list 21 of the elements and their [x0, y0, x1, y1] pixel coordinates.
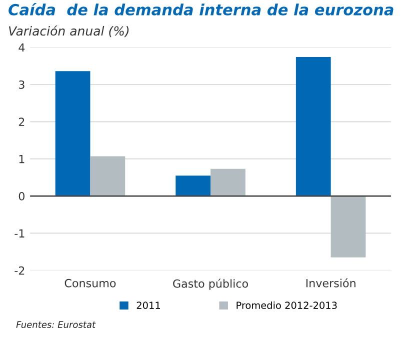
- bar: [176, 176, 211, 196]
- bar: [296, 56, 331, 196]
- legend-label: 2011: [136, 302, 160, 309]
- bar: [330, 196, 366, 258]
- x-tick-label: Gasto público: [173, 278, 248, 290]
- y-tick-label: 4: [18, 43, 25, 52]
- y-tick-label: 3: [18, 80, 24, 89]
- bar: [55, 71, 90, 196]
- y-tick-label: 0: [18, 192, 24, 200]
- y-tick-label: -2: [14, 266, 24, 275]
- x-tick-label: Consumo: [64, 278, 116, 288]
- y-tick-label: -1: [14, 229, 24, 238]
- x-tick-label: Inversión: [306, 278, 356, 288]
- source-note: Fuentes: Eurostat: [16, 321, 96, 328]
- bar: [90, 156, 126, 196]
- chart-title: Caída de la demanda interna de la eurozona: [8, 2, 394, 16]
- y-tick-label: 1: [19, 154, 24, 164]
- y-tick-label: 2: [18, 118, 24, 126]
- chart-subtitle: Variación anual (%): [8, 25, 129, 38]
- legend-label: Promedio 2012-2013: [236, 301, 337, 309]
- bar: [210, 168, 246, 196]
